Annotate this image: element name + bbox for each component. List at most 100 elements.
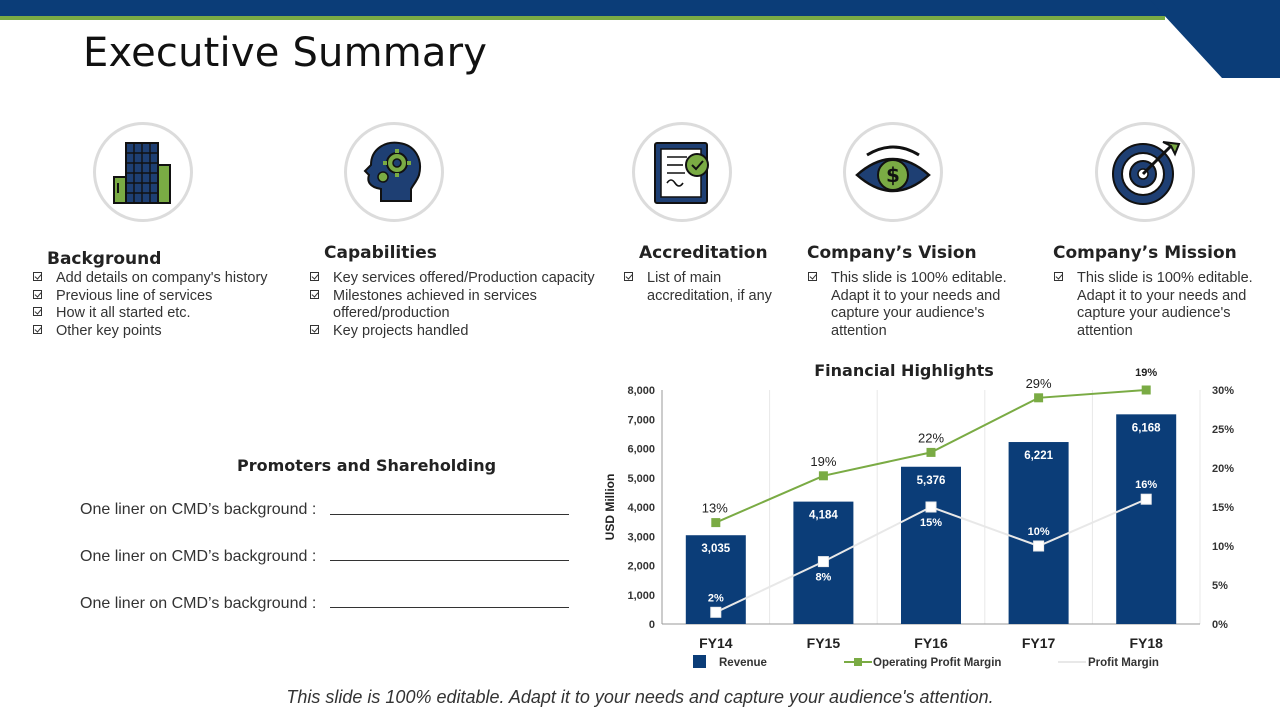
legend-revenue-label: Revenue [719, 657, 767, 669]
mission-icon-circle [1095, 122, 1195, 222]
list-item: Key services offered/Production capacity [310, 270, 600, 288]
operating-margin-marker [1034, 393, 1044, 403]
y-tick-label: 1,000 [627, 590, 655, 602]
profit-margin-data-label: 2% [708, 592, 724, 604]
revenue-bar [901, 466, 961, 624]
certificate-icon [654, 142, 709, 204]
legend-operating-margin-label: Operating Profit Margin [873, 657, 1001, 669]
promoters-title: Promoters and Shareholding [237, 456, 497, 475]
chart-title: Financial Highlights [814, 361, 994, 380]
x-tick-label: FY16 [914, 635, 948, 651]
background-heading: Background [47, 249, 162, 269]
profit-margin-data-label: 8% [815, 572, 831, 584]
promoter-row-label: One liner on CMD’s background : [80, 595, 317, 612]
y-tick-label: 8,000 [627, 385, 655, 397]
background-icon-circle [93, 122, 193, 222]
head-gears-icon [363, 141, 421, 202]
checkbox-icon [624, 272, 633, 281]
y2-tick-label: 30% [1212, 385, 1234, 397]
y-tick-label: 3,000 [627, 531, 655, 543]
y-tick-label: 5,000 [627, 473, 655, 485]
mission-heading: Company’s Mission [1053, 243, 1237, 263]
profit-margin-data-label: 10% [1028, 526, 1050, 538]
accreditation-icon-circle [632, 122, 732, 222]
capabilities-heading: Capabilities [324, 243, 437, 263]
list-item: List of main accreditation, if any [624, 270, 774, 305]
y2-tick-label: 5% [1212, 580, 1228, 592]
operating-margin-data-label: 19% [810, 454, 836, 469]
profit-margin-marker [710, 606, 722, 618]
profit-margin-data-label: 16% [1135, 479, 1157, 491]
legend-profit-margin-label: Profit Margin [1088, 657, 1159, 669]
financial-highlights-chart: Financial Highlights 0 1,000 2,000 3,000 4,00… [603, 361, 1234, 669]
accreditation-heading: Accreditation [639, 243, 768, 263]
revenue-bar [1116, 414, 1177, 624]
background-list: Add details on company's history Previou… [33, 270, 303, 340]
operating-margin-data-label: 22% [918, 430, 944, 445]
capabilities-icon-circle [344, 122, 444, 222]
y-axis-label: USD Million [603, 474, 617, 541]
operating-margin-data-label: 19% [1135, 367, 1157, 379]
profit-margin-marker [1033, 540, 1045, 552]
legend-revenue-swatch [693, 655, 706, 668]
promoter-row-label: One liner on CMD’s background : [80, 501, 317, 518]
eye-dollar-icon: $ [855, 145, 931, 193]
profit-margin-marker [1140, 493, 1152, 505]
list-item: Milestones achieved in services offered/… [310, 288, 563, 323]
revenue-data-label: 6,221 [1024, 450, 1053, 462]
promoter-input-line [330, 514, 569, 515]
vision-heading: Company’s Vision [807, 243, 977, 263]
list-item: Key projects handled [310, 323, 600, 341]
operating-margin-data-label: 13% [702, 501, 728, 516]
y2-tick-label: 25% [1212, 424, 1234, 436]
office-building-icon [113, 142, 171, 204]
list-item: Other key points [33, 323, 303, 341]
x-tick-label: FY17 [1022, 635, 1056, 651]
list-item: This slide is 100% editable. Adapt it to… [808, 270, 1013, 340]
accreditation-list: List of main accreditation, if any [624, 270, 774, 305]
checkbox-icon [808, 272, 817, 281]
operating-margin-marker [1141, 385, 1151, 395]
y2-tick-label: 0% [1212, 619, 1228, 631]
page-title: Executive Summary [83, 30, 488, 76]
operating-margin-marker [818, 471, 828, 481]
profit-margin-marker [817, 556, 829, 568]
y2-tick-label: 20% [1212, 463, 1234, 475]
y-tick-label: 0 [649, 619, 655, 631]
vision-icon-circle: $ [843, 122, 943, 222]
checkbox-icon [33, 289, 42, 299]
promoter-input-line [330, 560, 569, 561]
revenue-data-label: 3,035 [701, 543, 730, 555]
operating-margin-data-label: 29% [1026, 376, 1052, 391]
promoter-input-line [330, 607, 569, 608]
checkbox-icon [310, 324, 319, 334]
operating-margin-marker [926, 447, 936, 457]
y-tick-label: 7,000 [627, 414, 655, 426]
checkbox-icon [310, 272, 319, 281]
top-banner [0, 0, 1280, 78]
checkbox-icon [1054, 272, 1063, 281]
profit-margin-data-label: 15% [920, 517, 942, 529]
vision-list: This slide is 100% editable. Adapt it to… [808, 270, 1013, 340]
x-tick-label: FY15 [807, 635, 841, 651]
checkbox-icon [33, 272, 42, 281]
x-tick-label: FY18 [1129, 635, 1163, 651]
mission-list: This slide is 100% editable. Adapt it to… [1054, 270, 1259, 340]
x-tick-label: FY14 [699, 635, 733, 651]
footer-note: This slide is 100% editable. Adapt it to… [286, 687, 994, 707]
checkbox-icon [310, 289, 319, 299]
target-arrow-icon [1112, 141, 1181, 205]
y-tick-label: 2,000 [627, 561, 655, 573]
y2-tick-label: 15% [1212, 502, 1234, 514]
revenue-data-label: 4,184 [809, 510, 838, 522]
y-tick-label: 4,000 [627, 502, 655, 514]
list-item: This slide is 100% editable. Adapt it to… [1054, 270, 1259, 340]
legend-operating-margin-marker [854, 658, 862, 666]
checkbox-icon [33, 307, 42, 316]
revenue-data-label: 5,376 [917, 475, 946, 487]
y2-tick-label: 10% [1212, 541, 1234, 553]
y-tick-label: 6,000 [627, 444, 655, 456]
revenue-bar [1008, 442, 1069, 624]
profit-margin-marker [925, 501, 937, 513]
checkbox-icon [33, 324, 42, 334]
